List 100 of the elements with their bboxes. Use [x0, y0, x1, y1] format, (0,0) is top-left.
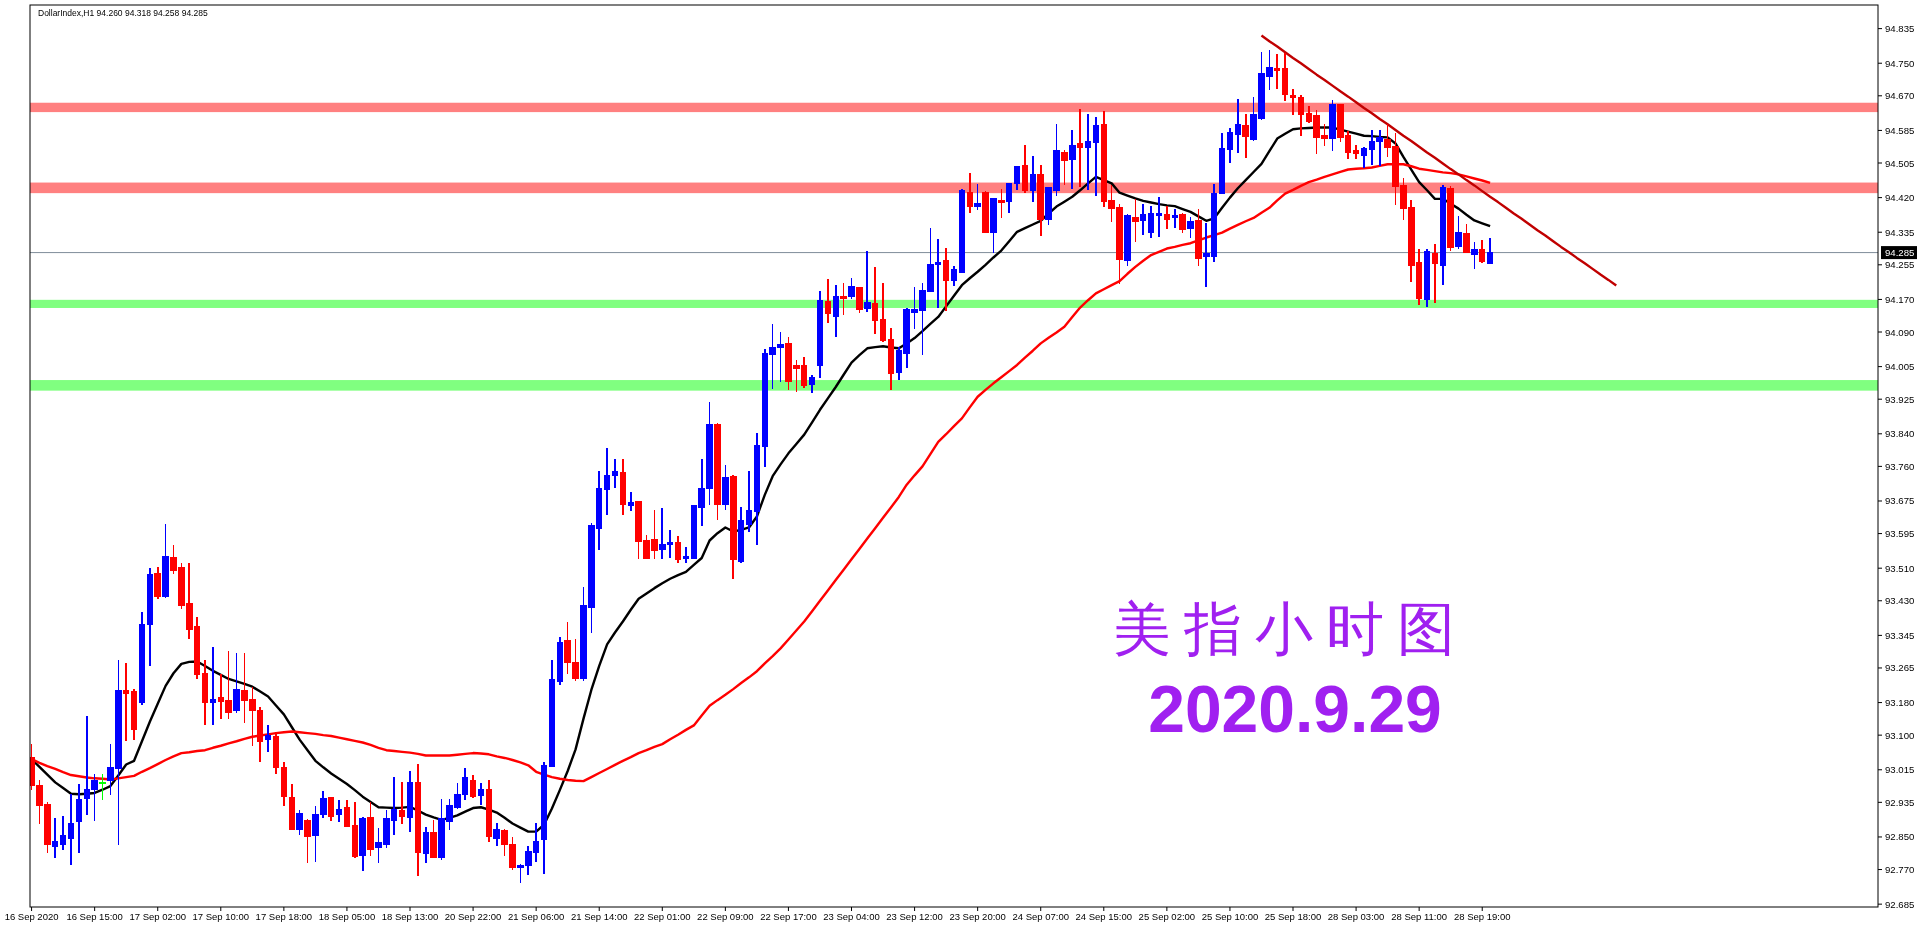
x-tick-label: 17 Sep 10:00 [192, 911, 250, 922]
candlestick [335, 800, 343, 823]
candlestick [982, 190, 989, 234]
x-tick-label: 22 Sep 01:00 [634, 911, 691, 922]
candlestick [469, 775, 477, 799]
candlestick [1431, 243, 1439, 303]
candlestick [1478, 239, 1486, 263]
candlestick [1226, 127, 1234, 164]
candlestick [1179, 212, 1186, 234]
candlestick [864, 250, 871, 313]
y-tick-label: 93.760 [1885, 460, 1915, 472]
candlestick [296, 810, 303, 835]
candlestick [990, 198, 997, 254]
y-tick-label: 94.585 [1885, 124, 1915, 136]
x-tick-label: 17 Sep 02:00 [129, 911, 186, 922]
candlestick [1352, 144, 1360, 159]
candlestick [493, 822, 500, 847]
candlestick [1037, 165, 1044, 236]
candlestick [209, 646, 217, 725]
candlestick [162, 523, 169, 598]
y-tick-label: 92.935 [1885, 796, 1915, 808]
candlestick [619, 459, 627, 516]
candlestick [1147, 205, 1155, 238]
candlestick [359, 816, 366, 871]
candlestick [327, 797, 335, 821]
candlestick [1471, 242, 1478, 270]
candlestick [75, 784, 83, 853]
candlestick [1360, 146, 1368, 169]
candlestick [406, 771, 414, 833]
candlestick [824, 279, 832, 324]
chart-title: DollarIndex,H1 94.260 94.318 94.258 94.285 [38, 8, 208, 18]
line-series [1260, 34, 1618, 287]
candlestick [887, 328, 895, 390]
candlestick [1447, 186, 1454, 251]
candlestick [51, 818, 59, 859]
candlestick [871, 267, 879, 335]
candlestick [1281, 53, 1289, 101]
candlestick [1289, 89, 1297, 116]
y-tick-label: 94.255 [1885, 259, 1915, 271]
x-tick-label: 16 Sep 15:00 [66, 911, 123, 922]
x-tick-label: 25 Sep 02:00 [1138, 911, 1196, 922]
y-tick-label: 93.015 [1885, 764, 1915, 776]
candlestick [1069, 130, 1076, 190]
y-tick-label: 94.505 [1885, 157, 1915, 169]
y-tick-label: 94.670 [1885, 90, 1915, 102]
x-tick-label: 17 Sep 18:00 [255, 911, 313, 922]
candlestick [201, 660, 209, 725]
ref-line-label: 94.285 [1885, 247, 1915, 259]
candlestick [304, 819, 311, 863]
candlestick [1084, 114, 1092, 190]
candlestick [367, 802, 374, 857]
candlestick [477, 783, 485, 806]
y-tick-label: 92.685 [1885, 898, 1915, 910]
y-tick-label: 93.510 [1885, 562, 1915, 574]
x-tick-label: 21 Sep 14:00 [570, 911, 628, 922]
candlestick [1132, 199, 1139, 242]
candlestick [611, 459, 619, 488]
x-tick-label: 28 Sep 19:00 [1453, 911, 1511, 922]
candlestick [879, 282, 887, 343]
x-tick-label: 25 Sep 18:00 [1264, 911, 1322, 922]
candlestick [840, 282, 847, 316]
candlestick [808, 375, 816, 394]
y-tick-label: 94.420 [1885, 192, 1915, 204]
candlestick [966, 172, 974, 214]
y-tick-label: 94.005 [1885, 361, 1915, 373]
candlestick [682, 547, 690, 563]
candlestick [1124, 214, 1131, 267]
candlestick [722, 465, 729, 511]
candlestick [1297, 94, 1305, 137]
x-tick-label: 23 Sep 12:00 [886, 911, 943, 922]
y-tick-label: 92.770 [1885, 864, 1915, 876]
y-tick-label: 93.430 [1885, 595, 1915, 607]
x-tick-label: 20 Sep 22:00 [444, 911, 502, 922]
candlestick [745, 471, 753, 533]
x-tick-label: 18 Sep 13:00 [381, 911, 439, 922]
candlestick [1163, 205, 1171, 230]
candlestick [1029, 156, 1037, 203]
candlestick [627, 492, 634, 512]
candlestick [1092, 116, 1100, 197]
y-tick-label: 93.265 [1885, 662, 1915, 674]
candlestick [1486, 238, 1494, 265]
candlestick [1013, 165, 1021, 191]
y-tick-label: 93.595 [1885, 528, 1915, 540]
candlestick [714, 422, 721, 520]
candlestick [280, 762, 288, 807]
y-tick-label: 94.750 [1885, 57, 1915, 69]
candlestick [414, 763, 422, 877]
candlestick [146, 568, 154, 666]
x-tick-label: 25 Sep 10:00 [1201, 911, 1259, 922]
candlestick [848, 278, 855, 299]
candlestick [674, 535, 682, 563]
candlestick [1076, 109, 1084, 188]
y-tick-label: 94.335 [1885, 226, 1915, 238]
candlestick [1021, 145, 1029, 193]
candlestick [1234, 99, 1242, 154]
candlestick [1195, 208, 1202, 267]
annotation: 2020.9.29 [1148, 672, 1442, 746]
candlestick [942, 247, 950, 311]
candlestick [67, 794, 75, 866]
candlestick [1155, 196, 1163, 237]
